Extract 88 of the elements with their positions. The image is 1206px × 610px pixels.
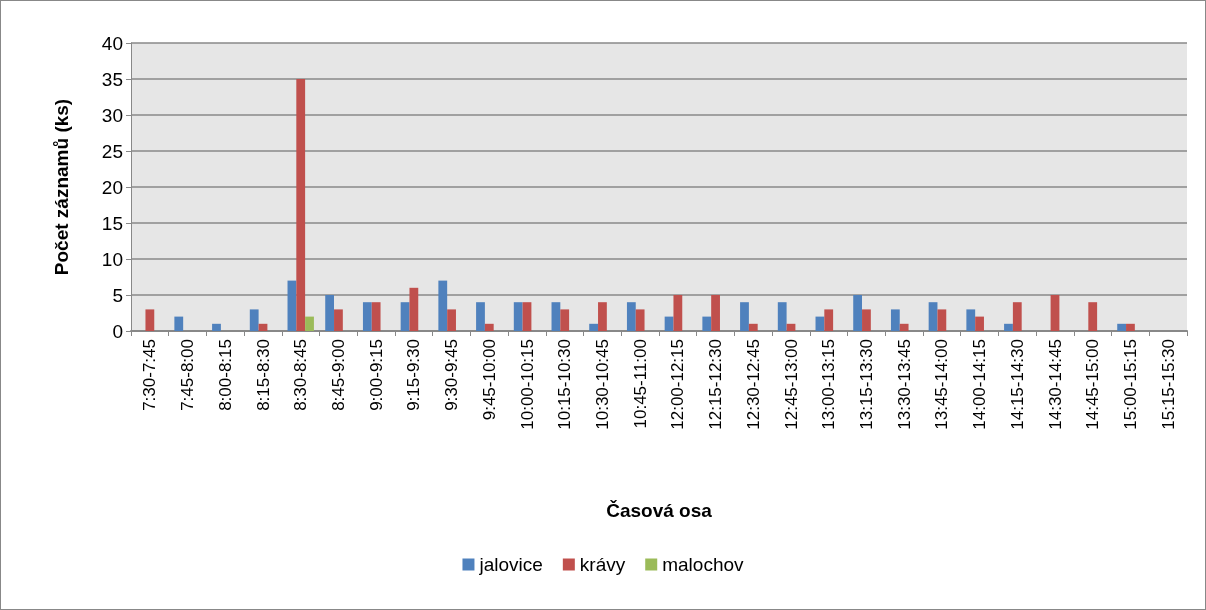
y-tick-label: 40 bbox=[101, 32, 123, 54]
bar bbox=[899, 323, 909, 331]
x-tick-label: 14:45-15:00 bbox=[1083, 339, 1103, 430]
x-tick-label: 9:30-9:45 bbox=[442, 339, 462, 411]
legend-label: jalovice bbox=[478, 554, 543, 575]
bar bbox=[1012, 302, 1022, 331]
bar bbox=[513, 302, 523, 331]
x-tick-label: 15:00-15:15 bbox=[1120, 339, 1140, 430]
x-tick-label: 13:15-13:30 bbox=[856, 339, 876, 430]
bar bbox=[249, 309, 259, 331]
x-tick-label: 7:30-7:45 bbox=[140, 339, 160, 411]
bar bbox=[853, 295, 863, 331]
x-tick-label: 13:30-13:45 bbox=[894, 339, 914, 430]
bar bbox=[862, 309, 871, 331]
bar bbox=[589, 323, 599, 331]
bar bbox=[551, 302, 561, 331]
x-tick-label: 9:00-9:15 bbox=[366, 339, 386, 411]
bar bbox=[777, 302, 787, 331]
bar bbox=[438, 280, 448, 331]
y-tick-label: 20 bbox=[101, 176, 123, 198]
x-tick-label: 10:30-10:45 bbox=[592, 339, 612, 430]
bar bbox=[748, 323, 758, 331]
bar bbox=[400, 302, 410, 331]
bar bbox=[635, 309, 645, 331]
bar bbox=[1088, 302, 1098, 331]
x-tick-label: 8:15-8:30 bbox=[253, 339, 273, 411]
bar bbox=[362, 302, 372, 331]
y-tick-label: 35 bbox=[101, 68, 123, 90]
y-axis-title: Počet záznamů (ks) bbox=[51, 98, 72, 276]
x-tick-label: 9:15-9:30 bbox=[404, 339, 424, 411]
bar bbox=[447, 309, 456, 331]
y-tick-label: 0 bbox=[112, 320, 123, 342]
bar bbox=[334, 309, 343, 331]
x-tick-label: 10:15-10:30 bbox=[555, 339, 575, 430]
x-tick-label: 12:30-12:45 bbox=[743, 339, 763, 430]
x-tick-label: 8:30-8:45 bbox=[291, 339, 311, 411]
legend-label: krávy bbox=[579, 554, 626, 575]
bar bbox=[287, 280, 297, 331]
x-tick-label: 10:00-10:15 bbox=[517, 339, 537, 430]
x-tick-label: 14:30-14:45 bbox=[1045, 339, 1065, 430]
x-tick-label: 14:00-14:15 bbox=[970, 339, 990, 430]
bar bbox=[371, 302, 381, 331]
bar bbox=[476, 302, 485, 331]
x-tick-label: 13:00-13:15 bbox=[819, 339, 839, 430]
x-tick-label: 13:45-14:00 bbox=[932, 339, 952, 430]
bar bbox=[824, 309, 834, 331]
x-tick-label: 12:00-12:15 bbox=[668, 339, 688, 430]
bar bbox=[890, 309, 900, 331]
x-tick-label: 12:15-12:30 bbox=[706, 339, 726, 430]
bar bbox=[928, 302, 938, 331]
bar bbox=[325, 295, 335, 331]
bar bbox=[409, 287, 419, 331]
bar bbox=[966, 309, 976, 331]
y-tick-label: 30 bbox=[101, 104, 123, 126]
y-tick-label: 10 bbox=[101, 248, 123, 270]
bar bbox=[1126, 323, 1135, 331]
bar bbox=[702, 316, 712, 331]
x-tick-label: 8:45-9:00 bbox=[328, 339, 348, 411]
bar bbox=[212, 323, 221, 331]
y-tick-label: 15 bbox=[101, 212, 123, 234]
bar bbox=[174, 316, 184, 331]
x-tick-label: 14:15-14:30 bbox=[1007, 339, 1027, 430]
y-tick-label: 25 bbox=[101, 140, 123, 162]
bar bbox=[1004, 323, 1013, 331]
bar bbox=[740, 302, 749, 331]
x-tick-label: 10:45-11:00 bbox=[630, 339, 650, 429]
bar bbox=[296, 79, 306, 331]
bar bbox=[522, 302, 532, 331]
x-tick-label: 9:45-10:00 bbox=[479, 339, 499, 421]
bar bbox=[673, 295, 683, 331]
legend-label: malochov bbox=[662, 554, 745, 575]
x-tick-label: 8:00-8:15 bbox=[215, 339, 235, 411]
bar bbox=[305, 316, 314, 331]
bar bbox=[626, 302, 636, 331]
bar bbox=[937, 309, 947, 331]
x-axis-title: Časová osa bbox=[606, 500, 713, 521]
x-tick-label: 7:45-8:00 bbox=[178, 339, 198, 411]
bar bbox=[145, 309, 155, 331]
bar bbox=[711, 295, 720, 331]
x-tick-label: 15:15-15:30 bbox=[1158, 339, 1178, 430]
bar bbox=[975, 316, 984, 331]
y-tick-label: 5 bbox=[112, 284, 123, 306]
x-tick-label: 12:45-13:00 bbox=[781, 339, 801, 430]
bar bbox=[560, 309, 570, 331]
bar bbox=[484, 323, 494, 331]
bar bbox=[598, 302, 607, 331]
bar bbox=[1050, 295, 1060, 331]
bar bbox=[1117, 323, 1127, 331]
